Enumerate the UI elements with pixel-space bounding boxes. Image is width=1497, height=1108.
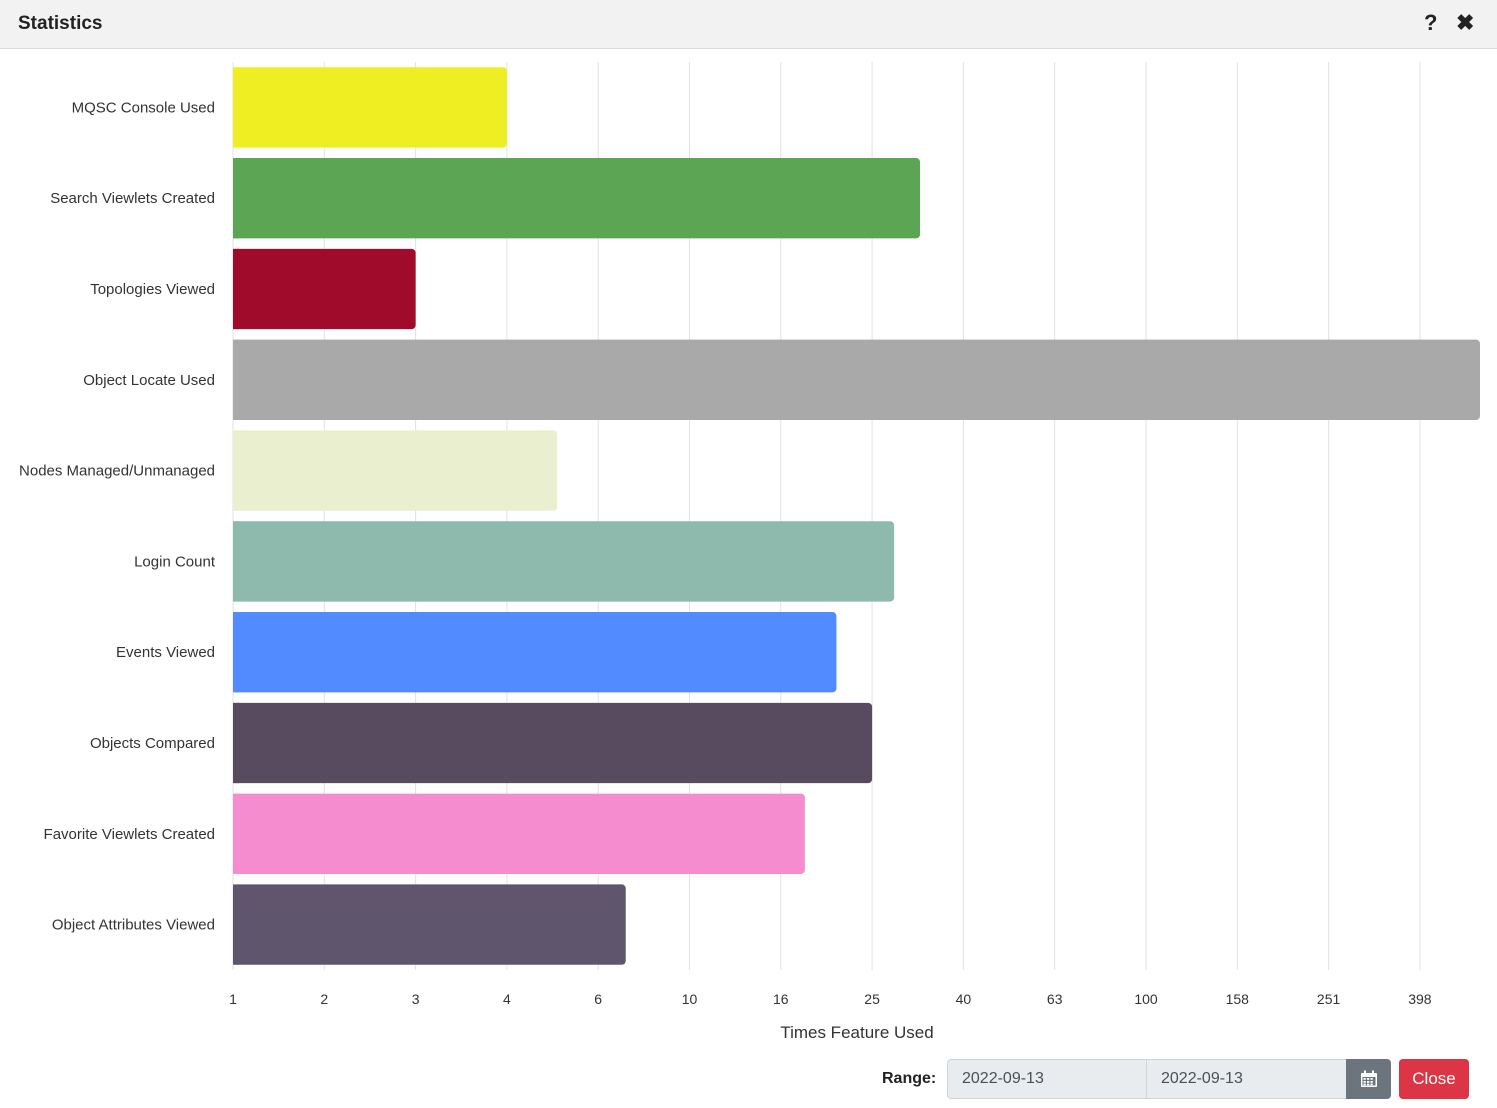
dialog-titlebar: Statistics ? ✖ (0, 0, 1497, 49)
close-icon[interactable]: ✖ (1456, 10, 1475, 35)
x-tick-label: 6 (594, 991, 602, 1007)
x-axis-title: Times Feature Used (780, 1023, 933, 1042)
category-label: MQSC Console Used (72, 99, 215, 116)
x-tick-label: 40 (956, 991, 972, 1007)
x-tick-label: 16 (773, 991, 789, 1007)
calendar-icon (1360, 1070, 1377, 1087)
bar-left-edge (233, 67, 239, 148)
bar[interactable] (233, 884, 626, 965)
question-mark-icon[interactable]: ? (1424, 10, 1438, 35)
x-tick-label: 63 (1047, 991, 1063, 1007)
category-label: Objects Compared (90, 735, 215, 752)
dialog-title: Statistics (18, 13, 103, 34)
bar[interactable] (233, 521, 895, 602)
category-label: Login Count (134, 553, 216, 570)
x-tick-label: 251 (1317, 991, 1341, 1007)
bar-left-edge (233, 612, 239, 693)
x-tick-label: 25 (864, 991, 880, 1007)
bar-left-edge (233, 430, 239, 511)
bar[interactable] (233, 248, 416, 330)
x-tick-label: 4 (503, 991, 511, 1007)
category-label: Favorite Viewlets Created (44, 826, 215, 843)
bar[interactable] (233, 430, 558, 511)
bar[interactable] (233, 339, 1480, 420)
date-to-input[interactable] (1147, 1059, 1347, 1099)
category-label: Events Viewed (116, 644, 215, 661)
range-label: Range: (882, 1070, 937, 1087)
x-tick-label: 158 (1226, 991, 1250, 1007)
bar-left-edge (233, 793, 239, 874)
bar[interactable] (233, 702, 873, 784)
calendar-button[interactable] (1346, 1059, 1391, 1099)
close-button[interactable]: Close (1399, 1059, 1469, 1099)
x-tick-label: 10 (682, 991, 698, 1007)
category-label: Object Attributes Viewed (52, 917, 215, 934)
bar-chart: 1 2 3 4 6 10 16 25 40 63 100 158 251 398 MQSC Console … (19, 62, 1480, 1042)
x-tick-label: 398 (1408, 991, 1432, 1007)
category-label: Search Viewlets Created (50, 190, 215, 207)
bar-left-edge (233, 339, 239, 420)
x-tick-label: 2 (320, 991, 328, 1007)
category-label: Nodes Managed/Unmanaged (19, 463, 215, 480)
bar-left-edge (233, 248, 239, 330)
bar-left-edge (233, 884, 239, 965)
bar[interactable] (233, 67, 507, 148)
bar[interactable] (233, 612, 837, 693)
x-tick-label: 100 (1134, 991, 1158, 1007)
date-from-input[interactable] (947, 1059, 1147, 1099)
bar-left-edge (233, 702, 239, 784)
bar-left-edge (233, 158, 239, 239)
bar[interactable] (233, 158, 921, 239)
x-tick-label: 3 (412, 991, 420, 1007)
x-tick-label: 1 (229, 991, 237, 1007)
category-label: Topologies Viewed (90, 281, 215, 298)
bar-left-edge (233, 521, 239, 602)
category-label: Object Locate Used (83, 372, 215, 389)
bar[interactable] (233, 793, 805, 874)
